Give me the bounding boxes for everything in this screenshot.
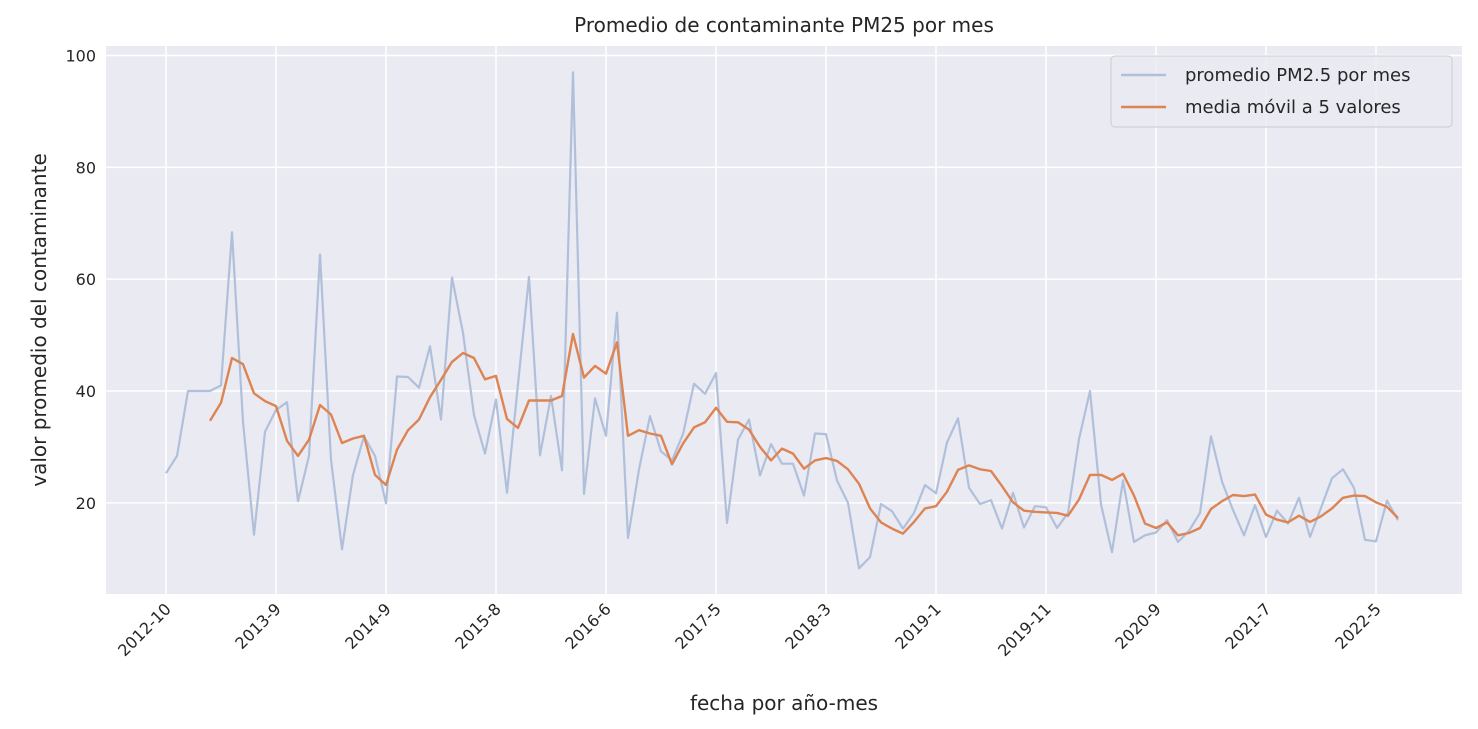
x-axis-label: fecha por año-mes [690,691,878,715]
x-tick-label: 2019-11 [994,599,1055,660]
x-tick-label: 2012-10 [114,599,175,660]
y-tick-label: 40 [76,382,96,401]
legend-box [1110,55,1453,128]
series-lines [165,71,1399,570]
y-tick-label: 100 [65,47,96,66]
x-tick-label: 2019-1 [891,599,945,653]
legend-label-raw: promedio PM2.5 por mes [1185,65,1411,86]
y-axis-label: valor promedio del contaminante [27,153,51,487]
y-tick-label: 20 [76,494,96,513]
x-tick-label: 2015-8 [451,599,505,653]
legend-label-moving-average: media móvil a 5 valores [1185,97,1401,118]
series-line-raw [165,71,1399,570]
x-tick-label: 2021-7 [1221,599,1275,653]
x-tick-label: 2017-5 [671,599,725,653]
x-tick-label: 2016-6 [561,599,615,653]
x-tick-label: 2013-9 [231,599,285,653]
x-tick-label: 2020-9 [1111,599,1165,653]
y-tick-label: 60 [76,270,96,289]
x-axis-ticks: 2012-10 2013-9 2014-9 2015-8 2016-6 2017-5 201… [114,599,1385,660]
grid-lines [106,46,1462,594]
x-tick-label: 2018-3 [781,599,835,653]
x-tick-label: 2022-5 [1331,599,1385,653]
plot-area-background [106,46,1462,594]
y-tick-label: 80 [76,158,96,177]
x-tick-label: 2014-9 [341,599,395,653]
chart-title: Promedio de contaminante PM25 por mes [574,13,994,37]
series-line-moving-average [208,332,1399,537]
legend: promedio PM2.5 por mes media móvil a 5 v… [1110,55,1453,128]
y-axis-ticks: 20 40 60 80 100 [65,47,96,513]
